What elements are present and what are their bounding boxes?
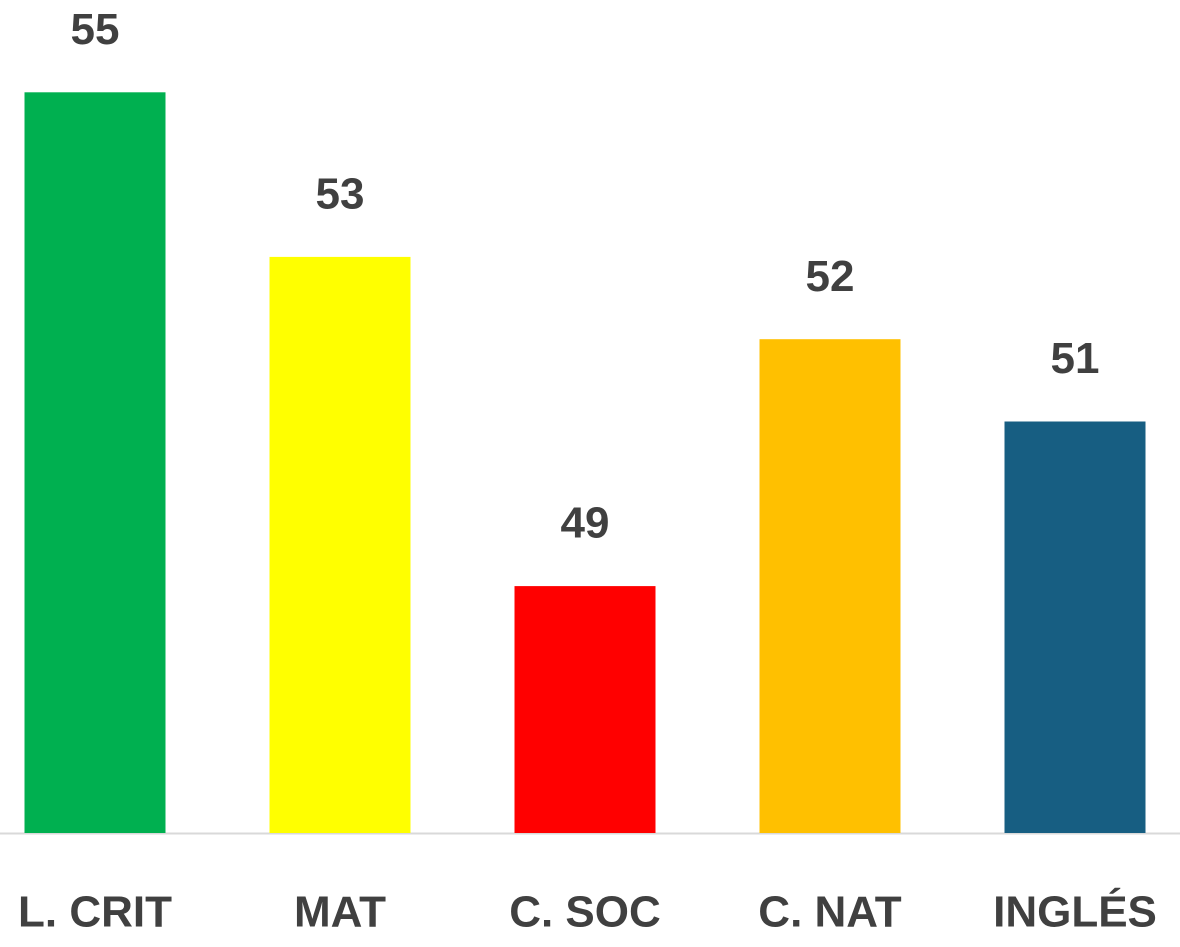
- value-label: 53: [316, 170, 365, 219]
- value-label: 51: [1051, 334, 1100, 383]
- x-tick-label: MAT: [294, 888, 386, 937]
- value-label: 49: [561, 499, 610, 548]
- x-tick-label: C. SOC: [509, 888, 661, 937]
- bar: [269, 256, 411, 833]
- x-tick-label: INGLÉS: [993, 887, 1157, 937]
- x-tick-label: L. CRIT: [18, 888, 172, 937]
- value-label: 52: [806, 252, 855, 301]
- bar: [24, 92, 166, 834]
- bar: [514, 586, 656, 833]
- x-tick-label: C. NAT: [758, 888, 902, 937]
- bar: [759, 339, 901, 833]
- bar: [1004, 421, 1146, 833]
- value-label: 55: [71, 5, 120, 54]
